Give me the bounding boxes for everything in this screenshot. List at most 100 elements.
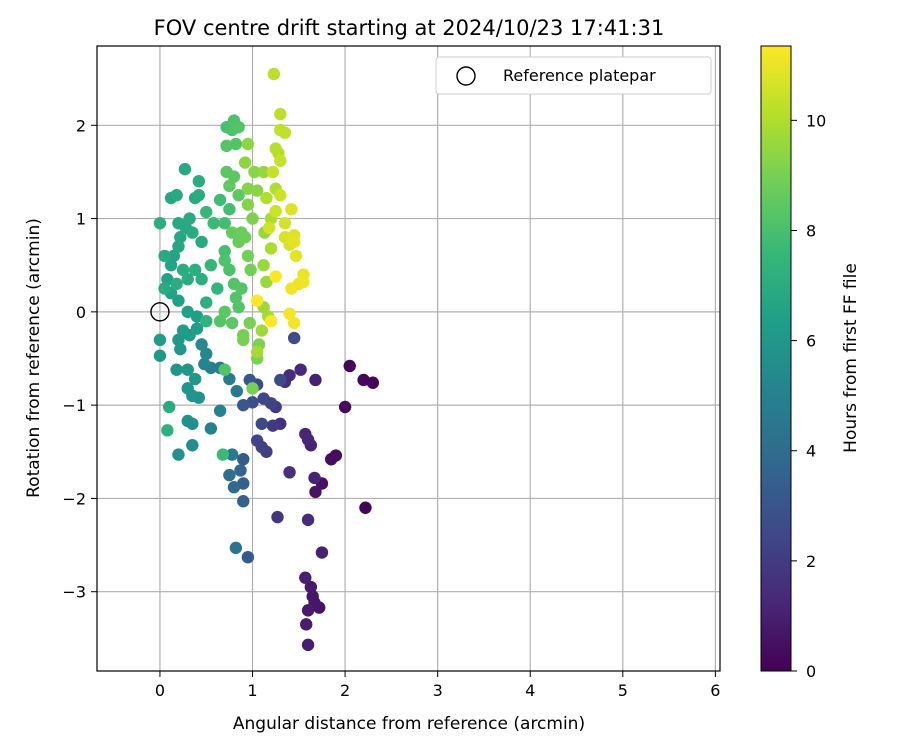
data-point [223, 468, 236, 482]
x-tick-label: 0 [155, 681, 165, 700]
colorbar-ticks: 0 2 4 6 8 10 [791, 111, 826, 681]
data-point [287, 316, 301, 330]
data-point [211, 282, 224, 295]
data-point [232, 300, 245, 314]
legend-box [435, 56, 712, 95]
data-point [304, 580, 318, 594]
data-point [301, 513, 315, 527]
data-point [195, 338, 208, 351]
x-tick-label: 3 [433, 681, 443, 700]
data-point [186, 439, 199, 452]
data-point [172, 240, 185, 253]
data-point [274, 373, 287, 387]
data-point [181, 305, 194, 319]
data-point [200, 347, 213, 361]
data-point [153, 349, 167, 362]
data-point [188, 263, 202, 277]
data-point [257, 259, 270, 272]
data-point [178, 162, 192, 176]
data-point [153, 217, 167, 230]
data-point [192, 189, 206, 202]
data-point [366, 376, 380, 389]
data-point [237, 453, 250, 466]
data-point [161, 424, 174, 437]
data-point [218, 305, 231, 319]
plot-frame [96, 45, 721, 672]
data-point [269, 204, 282, 218]
data-point [285, 282, 298, 295]
data-point [158, 249, 171, 263]
data-point [299, 571, 312, 584]
data-point [170, 277, 183, 291]
data-point [241, 182, 255, 195]
data-points [150, 67, 380, 652]
data-point [274, 189, 287, 202]
data-point [213, 314, 227, 328]
data-point [315, 546, 329, 559]
data-point [255, 324, 268, 337]
data-point [237, 495, 250, 508]
data-point [225, 226, 239, 239]
data-point [266, 165, 280, 179]
data-point [229, 137, 243, 151]
data-point [241, 249, 255, 263]
data-point [174, 342, 187, 356]
data-point [294, 363, 307, 376]
data-point [181, 363, 194, 376]
data-point [271, 510, 284, 524]
data-point [218, 363, 231, 376]
data-point [167, 249, 181, 263]
data-point [181, 273, 194, 286]
data-point [267, 67, 281, 81]
colorbar-tick-label: 0 [806, 662, 816, 681]
grid [97, 46, 720, 671]
data-point [241, 198, 255, 211]
data-point [278, 126, 292, 139]
colorbar-tick-label: 4 [806, 442, 816, 461]
data-point [325, 453, 338, 466]
colorbar-tick-label: 2 [806, 552, 816, 571]
data-point [232, 120, 245, 134]
data-point [238, 231, 252, 244]
y-tick-label: −2 [62, 489, 86, 508]
data-point [230, 384, 243, 398]
data-point [170, 189, 183, 202]
y-tick-label: −3 [62, 583, 86, 602]
data-point [218, 254, 231, 267]
data-point [235, 282, 248, 295]
data-point [264, 242, 278, 255]
data-point [200, 296, 213, 309]
data-point [246, 382, 259, 395]
data-point [234, 464, 247, 477]
data-point [244, 263, 257, 277]
data-point [264, 314, 278, 328]
colorbar: 0 2 4 6 8 10 Hours from first FF file [760, 45, 861, 681]
data-point [301, 638, 315, 652]
data-point [237, 333, 250, 347]
x-tick-label: 6 [710, 681, 720, 700]
data-point [153, 333, 167, 347]
x-tick-label: 2 [340, 681, 350, 700]
data-point [232, 189, 245, 202]
data-point [246, 212, 259, 225]
x-tick-label: 1 [247, 681, 257, 700]
data-point [250, 294, 264, 307]
data-point [227, 481, 241, 494]
data-point [223, 179, 236, 193]
data-point [257, 165, 270, 179]
legend-label: Reference platepar [503, 66, 656, 85]
x-tick-label: 4 [525, 681, 535, 700]
data-point [172, 333, 185, 347]
data-point [306, 590, 319, 603]
data-point [181, 414, 194, 428]
data-point [207, 217, 220, 230]
data-point [164, 259, 178, 272]
data-point [343, 359, 356, 373]
data-point [223, 263, 236, 277]
data-point [255, 417, 268, 430]
data-point [213, 404, 227, 417]
data-point [262, 221, 276, 235]
x-axis: 0 1 2 3 4 5 6 [155, 671, 720, 700]
x-tick-label: 5 [618, 681, 628, 700]
data-point [289, 249, 303, 263]
